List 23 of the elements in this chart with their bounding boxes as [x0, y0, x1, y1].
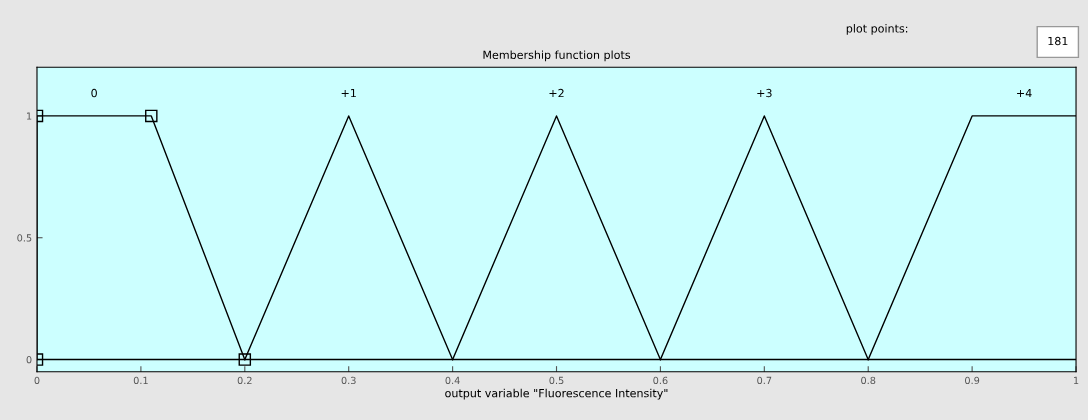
x-tick-label: 0.6	[653, 376, 668, 385]
x-tick-label: 0.9	[965, 376, 980, 385]
series-label: 0	[91, 88, 97, 98]
x-tick-label: 1	[1074, 376, 1079, 384]
x-tick-label: 0.3	[341, 376, 356, 385]
x-tick-label: 0.2	[237, 376, 252, 385]
x-tick-label: 0	[34, 376, 40, 385]
series-label: +4	[1017, 88, 1032, 98]
text: plot points:	[846, 24, 908, 35]
y-tick-label: 0.5	[17, 234, 32, 242]
x-tick-label: 0.4	[445, 376, 460, 385]
text: 181	[1048, 36, 1068, 46]
x-tick-label: 0.1	[133, 376, 148, 385]
series-label: +1	[341, 88, 356, 98]
series-label: +3	[757, 88, 772, 98]
y-tick-label: 0	[26, 356, 32, 364]
x-axis-title: output variable "Fluorescence Intensity"	[445, 388, 668, 400]
series-label: +2	[549, 88, 564, 98]
y-tick-label: 1	[27, 112, 32, 120]
x-tick-label: 0.7	[757, 376, 772, 385]
x-tick-label: 0.5	[549, 376, 564, 385]
chart-title: Membership function plots	[483, 50, 631, 62]
x-tick-label: 0.8	[861, 376, 876, 385]
